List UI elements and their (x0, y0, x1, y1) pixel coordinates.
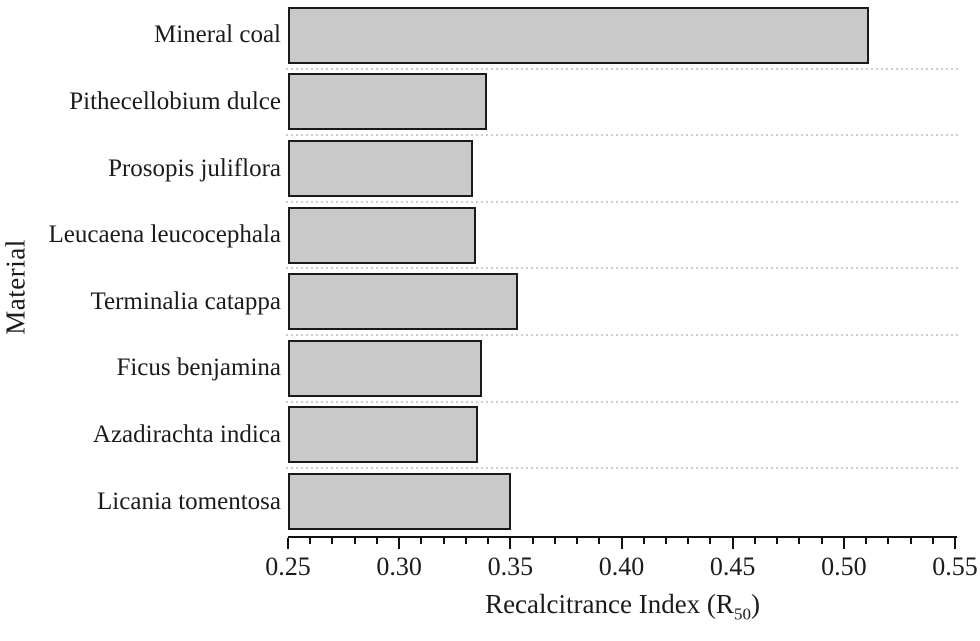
bar (288, 206, 476, 264)
row-separator-gridline (286, 267, 958, 270)
category-label: Azadirachta indica (92, 420, 281, 448)
x-tick-label: 0.25 (265, 552, 311, 581)
x-minor-tick (798, 538, 801, 544)
x-minor-tick (331, 538, 334, 544)
x-major-tick (842, 538, 845, 549)
x-minor-tick (531, 538, 534, 544)
x-minor-tick (642, 538, 645, 544)
x-tick-label: 0.45 (709, 552, 756, 581)
row-separator-gridline (286, 134, 958, 137)
bar (288, 140, 474, 197)
x-minor-tick (420, 538, 423, 544)
category-label: Mineral coal (153, 21, 281, 49)
category-label: Ficus benjamina (116, 354, 281, 382)
x-axis-title: Recalcitrance Index (R50) (288, 589, 957, 624)
x-minor-tick (353, 538, 356, 544)
x-minor-tick (909, 538, 912, 544)
x-major-tick (287, 538, 289, 549)
row-separator-gridline (286, 67, 958, 70)
x-minor-tick (309, 538, 312, 544)
x-minor-tick (576, 538, 579, 544)
category-label: Licania tomentosa (97, 487, 281, 515)
category-label: Leucaena leucocephala (48, 221, 281, 249)
bar (288, 73, 487, 131)
row-separator-gridline (286, 467, 958, 470)
x-minor-tick (464, 538, 467, 544)
category-label: Prosopis juliflora (108, 154, 281, 182)
x-major-tick (620, 538, 623, 549)
x-tick-label: 0.30 (376, 552, 422, 581)
x-tick-label: 0.35 (487, 552, 534, 581)
bar (288, 406, 478, 464)
x-axis-title-suffix: ) (750, 589, 760, 619)
bar (288, 273, 518, 331)
x-minor-tick (820, 538, 823, 544)
row-separator-gridline (286, 200, 958, 203)
category-label: Pithecellobium dulce (69, 87, 281, 115)
category-label: Terminalia catappa (90, 287, 281, 315)
x-minor-tick (375, 538, 378, 544)
x-minor-tick (776, 538, 779, 544)
x-major-tick (398, 538, 401, 549)
x-minor-tick (598, 538, 601, 544)
x-minor-tick (887, 538, 890, 544)
x-minor-tick (553, 538, 556, 544)
x-minor-tick (442, 538, 445, 544)
plot-area (286, 2, 958, 535)
x-major-tick (954, 538, 956, 549)
row-separator-gridline (286, 334, 958, 336)
x-axis-title-text: Recalcitrance Index (R (485, 589, 734, 619)
x-axis: 0.25 0.30 0.35 0.40 0.45 0.50 0.55 (265, 536, 978, 581)
x-major-tick (731, 538, 734, 549)
x-minor-tick (664, 538, 667, 544)
x-minor-tick (931, 538, 934, 544)
x-tick-label: 0.40 (598, 552, 645, 581)
x-minor-tick (687, 538, 690, 544)
x-axis-title-subscript: 50 (733, 604, 751, 624)
x-minor-tick (709, 538, 712, 544)
x-minor-tick (865, 538, 868, 544)
bar (288, 473, 512, 530)
x-tick-label: 0.55 (932, 552, 978, 581)
x-tick-label: 0.50 (821, 552, 867, 581)
x-minor-tick (753, 538, 756, 544)
x-minor-tick (487, 538, 490, 544)
bar (288, 6, 870, 64)
x-major-tick (509, 538, 512, 549)
category-labels: Mineral coal Pithecellobium dulce Prosopis… (0, 2, 281, 535)
bar (288, 339, 483, 397)
row-separator-gridline (286, 400, 958, 403)
